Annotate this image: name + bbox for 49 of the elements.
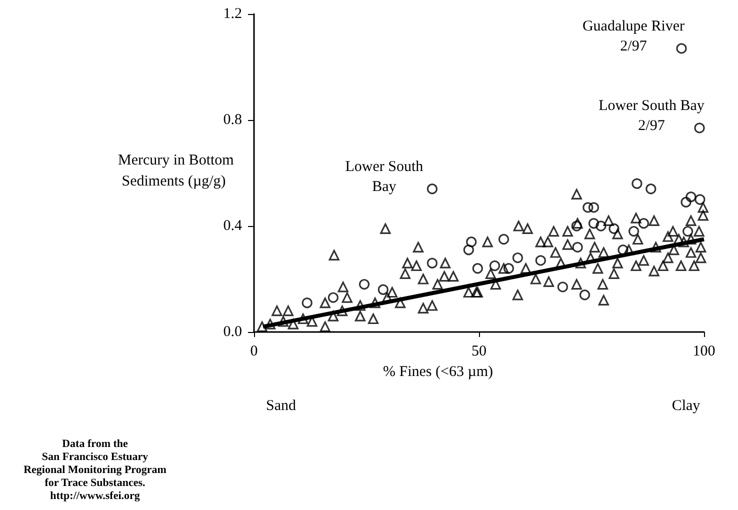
point bbox=[588, 218, 600, 229]
point bbox=[676, 43, 687, 54]
point bbox=[358, 279, 370, 290]
y-tick-label: 0.0 bbox=[223, 324, 242, 340]
point bbox=[694, 122, 705, 134]
y-tick-label: 1.2 bbox=[223, 6, 242, 22]
point bbox=[628, 226, 640, 237]
point bbox=[512, 252, 523, 264]
x-tick-label: 50 bbox=[472, 344, 486, 360]
point bbox=[557, 282, 568, 292]
point bbox=[572, 242, 583, 252]
x-axis-title: % Fines (<63 µm) bbox=[382, 364, 494, 380]
point bbox=[463, 244, 474, 256]
annotation: Lower South Bay bbox=[345, 158, 424, 195]
point bbox=[588, 202, 600, 213]
point bbox=[638, 218, 649, 229]
point bbox=[503, 263, 514, 274]
point bbox=[632, 178, 642, 189]
y-tick-label: 0.4 bbox=[223, 218, 242, 234]
y-axis-title: Mercury in Bottom Sediments (µg/g) bbox=[118, 152, 234, 190]
text: Data from the San Francisco Estuary Regional Monitoring Program for Trace Substances. http://www.sfei.org bbox=[24, 438, 166, 502]
point bbox=[582, 202, 594, 213]
point bbox=[328, 292, 338, 303]
point bbox=[680, 196, 692, 208]
point bbox=[686, 192, 696, 202]
annotation: Guadalupe River 2/97 bbox=[582, 18, 685, 54]
point bbox=[694, 194, 706, 205]
point bbox=[535, 255, 546, 266]
point bbox=[472, 263, 483, 274]
text: Sand bbox=[266, 398, 296, 414]
text: Clay bbox=[672, 398, 701, 414]
point bbox=[302, 298, 312, 308]
x-tick-label: 100 bbox=[692, 344, 716, 360]
point bbox=[426, 184, 438, 194]
point bbox=[426, 258, 438, 268]
x-tick-label: 0 bbox=[250, 344, 258, 360]
point bbox=[646, 184, 656, 194]
point bbox=[618, 244, 628, 256]
point bbox=[608, 223, 620, 234]
y-tick-label: 0.8 bbox=[223, 112, 242, 128]
point bbox=[571, 220, 582, 232]
point bbox=[378, 284, 388, 295]
point bbox=[579, 290, 590, 300]
point bbox=[498, 234, 510, 245]
point bbox=[489, 260, 500, 272]
point bbox=[596, 220, 606, 232]
point bbox=[682, 226, 694, 237]
point bbox=[466, 236, 477, 248]
annotation: Lower South Bay 2/97 bbox=[598, 98, 705, 134]
